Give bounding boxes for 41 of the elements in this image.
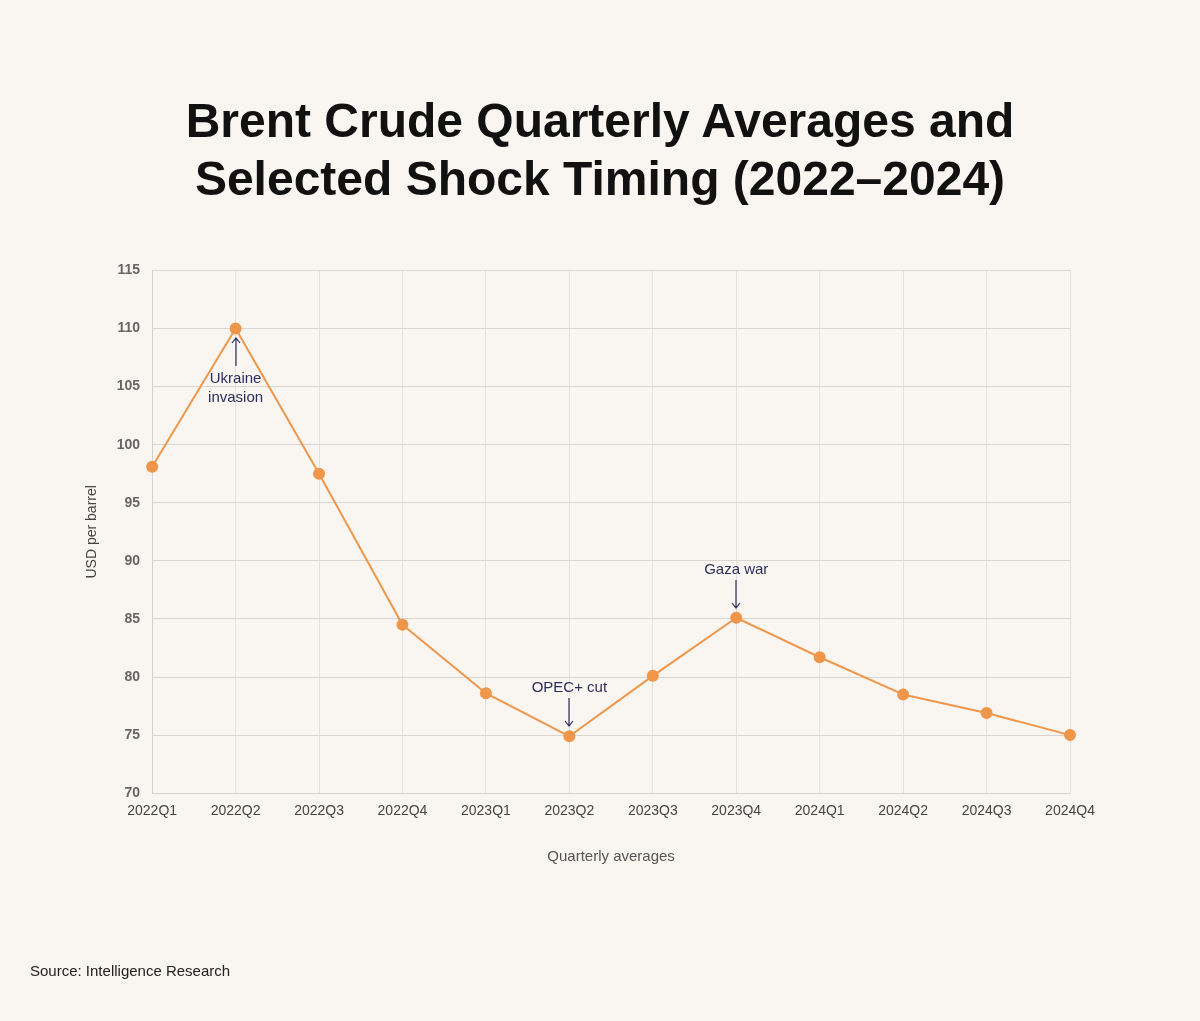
x-tick-label: 2023Q1	[461, 802, 512, 819]
point	[479, 687, 492, 700]
x-tick-label: 2023Q3	[627, 802, 678, 819]
annotation: Ukraine invasion	[208, 368, 264, 405]
x-tick-label: 2024Q1	[794, 802, 845, 819]
point	[646, 669, 659, 682]
x-tick-label: 2024Q2	[878, 802, 929, 819]
chart-title: Brent Crude Quarterly Averages and Selected Shock Timing (2022–2024)	[184, 93, 1016, 207]
x-tick-label: 2023Q4	[711, 802, 762, 819]
point	[730, 611, 743, 624]
y-tick-label: 110	[117, 319, 141, 336]
y-tick-label: 80	[124, 667, 141, 684]
y-tick-label: 105	[116, 377, 141, 394]
x-tick-label: 2024Q3	[961, 802, 1012, 819]
point	[980, 707, 993, 720]
annotation: Gaza war	[704, 559, 769, 577]
point	[897, 688, 910, 701]
x-tick-label: 2022Q4	[377, 802, 428, 819]
y-tick-label: 70	[124, 784, 141, 801]
point	[229, 322, 242, 335]
x-axis-title: Quarterly averages	[547, 847, 675, 865]
point	[813, 651, 826, 664]
x-tick-label: 2024Q4	[1045, 802, 1096, 819]
x-tick-label: 2022Q3	[294, 802, 345, 819]
y-tick-label: 100	[116, 435, 141, 452]
y-tick-label: 90	[124, 551, 141, 568]
point	[313, 467, 326, 480]
x-tick-label: 2023Q2	[544, 802, 595, 819]
point	[1064, 729, 1076, 742]
y-tick-label: 85	[124, 609, 141, 626]
x-tick-label: 2022Q1	[127, 802, 178, 819]
y-tick-label: 95	[124, 493, 141, 510]
point	[396, 618, 409, 631]
y-tick-label: 75	[124, 725, 141, 742]
y-tick-label: 115	[117, 261, 141, 278]
x-tick-label: 2022Q2	[210, 802, 261, 819]
y-axis-title: USD per barrel	[83, 485, 100, 579]
point	[563, 730, 576, 743]
annotation: OPEC+ cut	[531, 678, 608, 696]
source-note: Source: Intelligence Research	[30, 962, 231, 979]
point	[146, 460, 159, 473]
